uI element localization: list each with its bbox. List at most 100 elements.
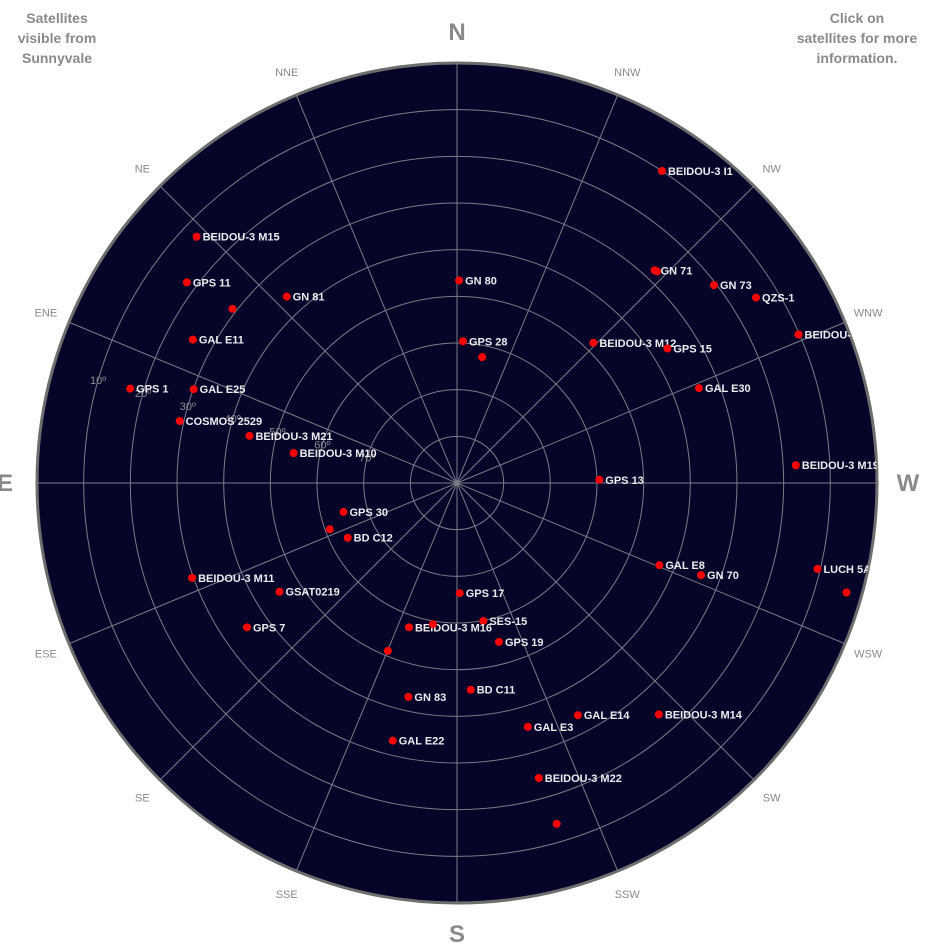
satellite-dot[interactable] [534,773,543,782]
satellite-dot[interactable] [791,461,800,470]
satellite-marker[interactable]: GAL E3 [523,722,574,734]
satellite-label[interactable]: BEIDOU-3 M11 [198,573,274,585]
satellite-label[interactable]: QZS-1 [762,293,794,305]
satellite-dot[interactable] [428,620,437,629]
satellite-marker[interactable]: GAL E22 [388,736,445,748]
satellite-marker[interactable]: GN 73 [709,280,752,292]
satellite-label[interactable]: GN 71 [661,265,693,277]
satellite-marker[interactable]: GPS 30 [339,507,388,519]
satellite-dot[interactable] [663,344,672,353]
satellite-marker[interactable] [552,819,561,828]
satellite-dot[interactable] [653,267,662,276]
satellite-dot[interactable] [189,385,198,394]
satellite-label[interactable]: GPS 11 [193,277,231,289]
satellite-dot[interactable] [695,384,704,393]
satellite-marker[interactable]: SES-15 [479,616,527,628]
satellite-marker[interactable]: GPS 1 [126,384,169,396]
satellite-label[interactable]: GSAT0219 [286,587,340,599]
satellite-marker[interactable]: GAL E14 [573,710,631,722]
satellite-dot[interactable] [455,276,464,285]
satellite-marker[interactable]: GN 83 [404,692,446,704]
satellite-dot[interactable] [243,623,252,632]
satellite-dot[interactable] [794,330,803,339]
satellite-label[interactable]: BEIDOU-3 M12 [599,338,676,350]
satellite-dot[interactable] [697,571,706,580]
satellite-dot[interactable] [842,588,851,597]
satellite-label[interactable]: GPS 30 [349,507,388,519]
satellite-label[interactable]: BD C12 [354,533,393,545]
satellite-marker[interactable] [325,525,334,534]
satellite-label[interactable]: GAL E22 [399,736,445,748]
satellite-label[interactable]: BEIDOU-3 I2 [805,330,870,342]
satellite-marker[interactable]: BEIDOU-3 M19 [791,460,879,472]
satellite-label[interactable]: GPS 17 [466,588,505,600]
satellite-marker[interactable]: BEIDOU-3 M21 [245,431,333,443]
satellite-dot[interactable] [404,692,413,701]
satellite-dot[interactable] [478,353,487,362]
satellite-marker[interactable]: GPS 19 [494,637,544,649]
satellite-marker[interactable]: COSMOS 2529 [175,416,262,428]
satellite-marker[interactable]: BEIDOU-3 M16 [404,622,492,634]
satellite-label[interactable]: GPS 15 [673,343,712,355]
satellite-dot[interactable] [228,304,237,313]
satellite-dot[interactable] [589,338,598,347]
satellite-marker[interactable]: GN 80 [455,275,497,287]
satellite-label[interactable]: GN 70 [707,570,739,582]
satellite-dot[interactable] [343,533,352,542]
satellite-dot[interactable] [523,722,532,731]
satellite-marker[interactable] [228,304,237,313]
satellite-dot[interactable] [289,449,298,458]
satellite-label[interactable]: BEIDOU-3 M16 [415,622,492,634]
satellite-dot[interactable] [657,166,666,175]
satellite-marker[interactable]: BEIDOU-3 M22 [534,773,622,785]
satellite-marker[interactable]: QZS-1 [752,293,794,305]
satellite-marker[interactable]: GSAT0219 [275,587,340,599]
satellite-label[interactable]: BEIDOU-3 I1 [668,166,733,178]
satellite-dot[interactable] [388,736,397,745]
satellite-dot[interactable] [192,232,201,241]
satellite-marker[interactable]: GN 81 [282,292,325,304]
satellite-marker[interactable]: LUCH 5A [813,564,871,576]
satellite-dot[interactable] [282,292,291,301]
satellite-label[interactable]: BEIDOU-3 M14 [665,709,743,721]
satellite-marker[interactable]: BEIDOU-3 M10 [289,448,377,460]
satellite-dot[interactable] [573,711,582,720]
satellite-marker[interactable]: BEIDOU-3 I1 [657,166,733,178]
satellite-dot[interactable] [275,587,284,596]
satellite-marker[interactable]: BD C11 [466,685,516,697]
satellite-dot[interactable] [655,561,664,570]
satellite-marker[interactable]: GPS 11 [182,277,231,289]
satellite-label[interactable]: COSMOS 2529 [186,416,262,428]
satellite-dot[interactable] [126,384,135,393]
satellite-marker[interactable] [383,646,392,655]
satellite-label[interactable]: BD C11 [477,685,516,697]
satellite-label[interactable]: GPS 7 [253,622,285,634]
satellite-label[interactable]: LUCH 5A [823,564,871,576]
satellite-label[interactable]: BEIDOU-3 M15 [203,232,280,244]
satellite-marker[interactable] [653,267,662,276]
satellite-dot[interactable] [245,431,254,440]
satellite-label[interactable]: GAL E14 [584,710,631,722]
satellite-label[interactable]: GN 83 [414,692,446,704]
satellite-marker[interactable]: GN 70 [697,570,739,582]
satellite-label[interactable]: GAL E25 [200,384,246,396]
satellite-marker[interactable]: GPS 13 [595,475,644,487]
satellite-dot[interactable] [479,616,488,625]
satellite-marker[interactable]: GAL E8 [655,560,705,572]
satellite-marker[interactable]: BEIDOU-3 M15 [192,232,280,244]
satellite-marker[interactable]: BEIDOU-3 M11 [188,573,274,585]
satellite-dot[interactable] [595,475,604,484]
satellite-label[interactable]: BEIDOU-3 M21 [255,431,332,443]
satellite-label[interactable]: BEIDOU-3 M19 [802,460,879,472]
satellite-dot[interactable] [813,564,822,573]
satellite-dot[interactable] [383,646,392,655]
satellite-marker[interactable]: GPS 7 [243,622,285,634]
satellite-label[interactable]: BEIDOU-3 M10 [300,448,377,460]
satellite-marker[interactable] [842,588,851,597]
satellite-label[interactable]: GN 73 [720,280,752,292]
satellite-label[interactable]: GN 81 [293,292,325,304]
satellite-label[interactable]: GAL E30 [705,383,751,395]
satellite-marker[interactable]: GAL E25 [189,384,246,396]
satellite-dot[interactable] [466,685,475,694]
satellite-dot[interactable] [325,525,334,534]
